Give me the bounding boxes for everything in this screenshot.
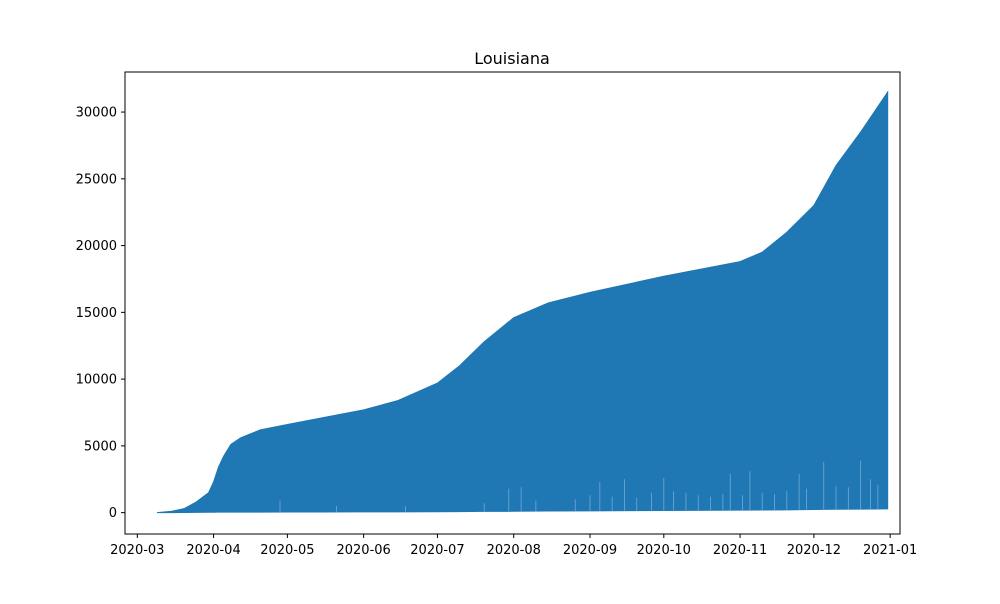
y-tick-label: 15000 [76, 306, 117, 321]
y-axis: 0 5000 10000 15000 20000 25000 30000 [76, 106, 125, 521]
axes-frame [124, 71, 901, 535]
x-tick-label: 2020-10 [637, 543, 691, 558]
y-tick-label: 10000 [76, 373, 117, 388]
x-tick-label: 2020-04 [186, 543, 240, 558]
x-tick-label: 2020-11 [713, 543, 767, 558]
x-tick-label: 2020-08 [487, 543, 541, 558]
x-tick-label: 2020-06 [336, 543, 390, 558]
x-tick-label: 2021-01 [863, 543, 917, 558]
y-tick-label: 0 [109, 506, 117, 521]
x-axis: 2020-03 2020-04 2020-05 2020-06 2020-07 2020-… [110, 534, 917, 558]
x-tick-label: 2020-12 [787, 543, 841, 558]
y-tick-label: 5000 [84, 439, 117, 454]
plot-area [156, 90, 889, 514]
y-tick-label: 25000 [76, 172, 117, 187]
y-tick-label: 30000 [76, 106, 117, 121]
x-tick-label: 2020-09 [563, 543, 617, 558]
x-tick-label: 2020-03 [110, 543, 164, 558]
series-area-0 [156, 90, 889, 514]
x-tick-label: 2020-07 [410, 543, 464, 558]
chart-title: Louisiana [474, 49, 550, 68]
x-tick-label: 2020-05 [260, 543, 314, 558]
y-tick-label: 20000 [76, 239, 117, 254]
